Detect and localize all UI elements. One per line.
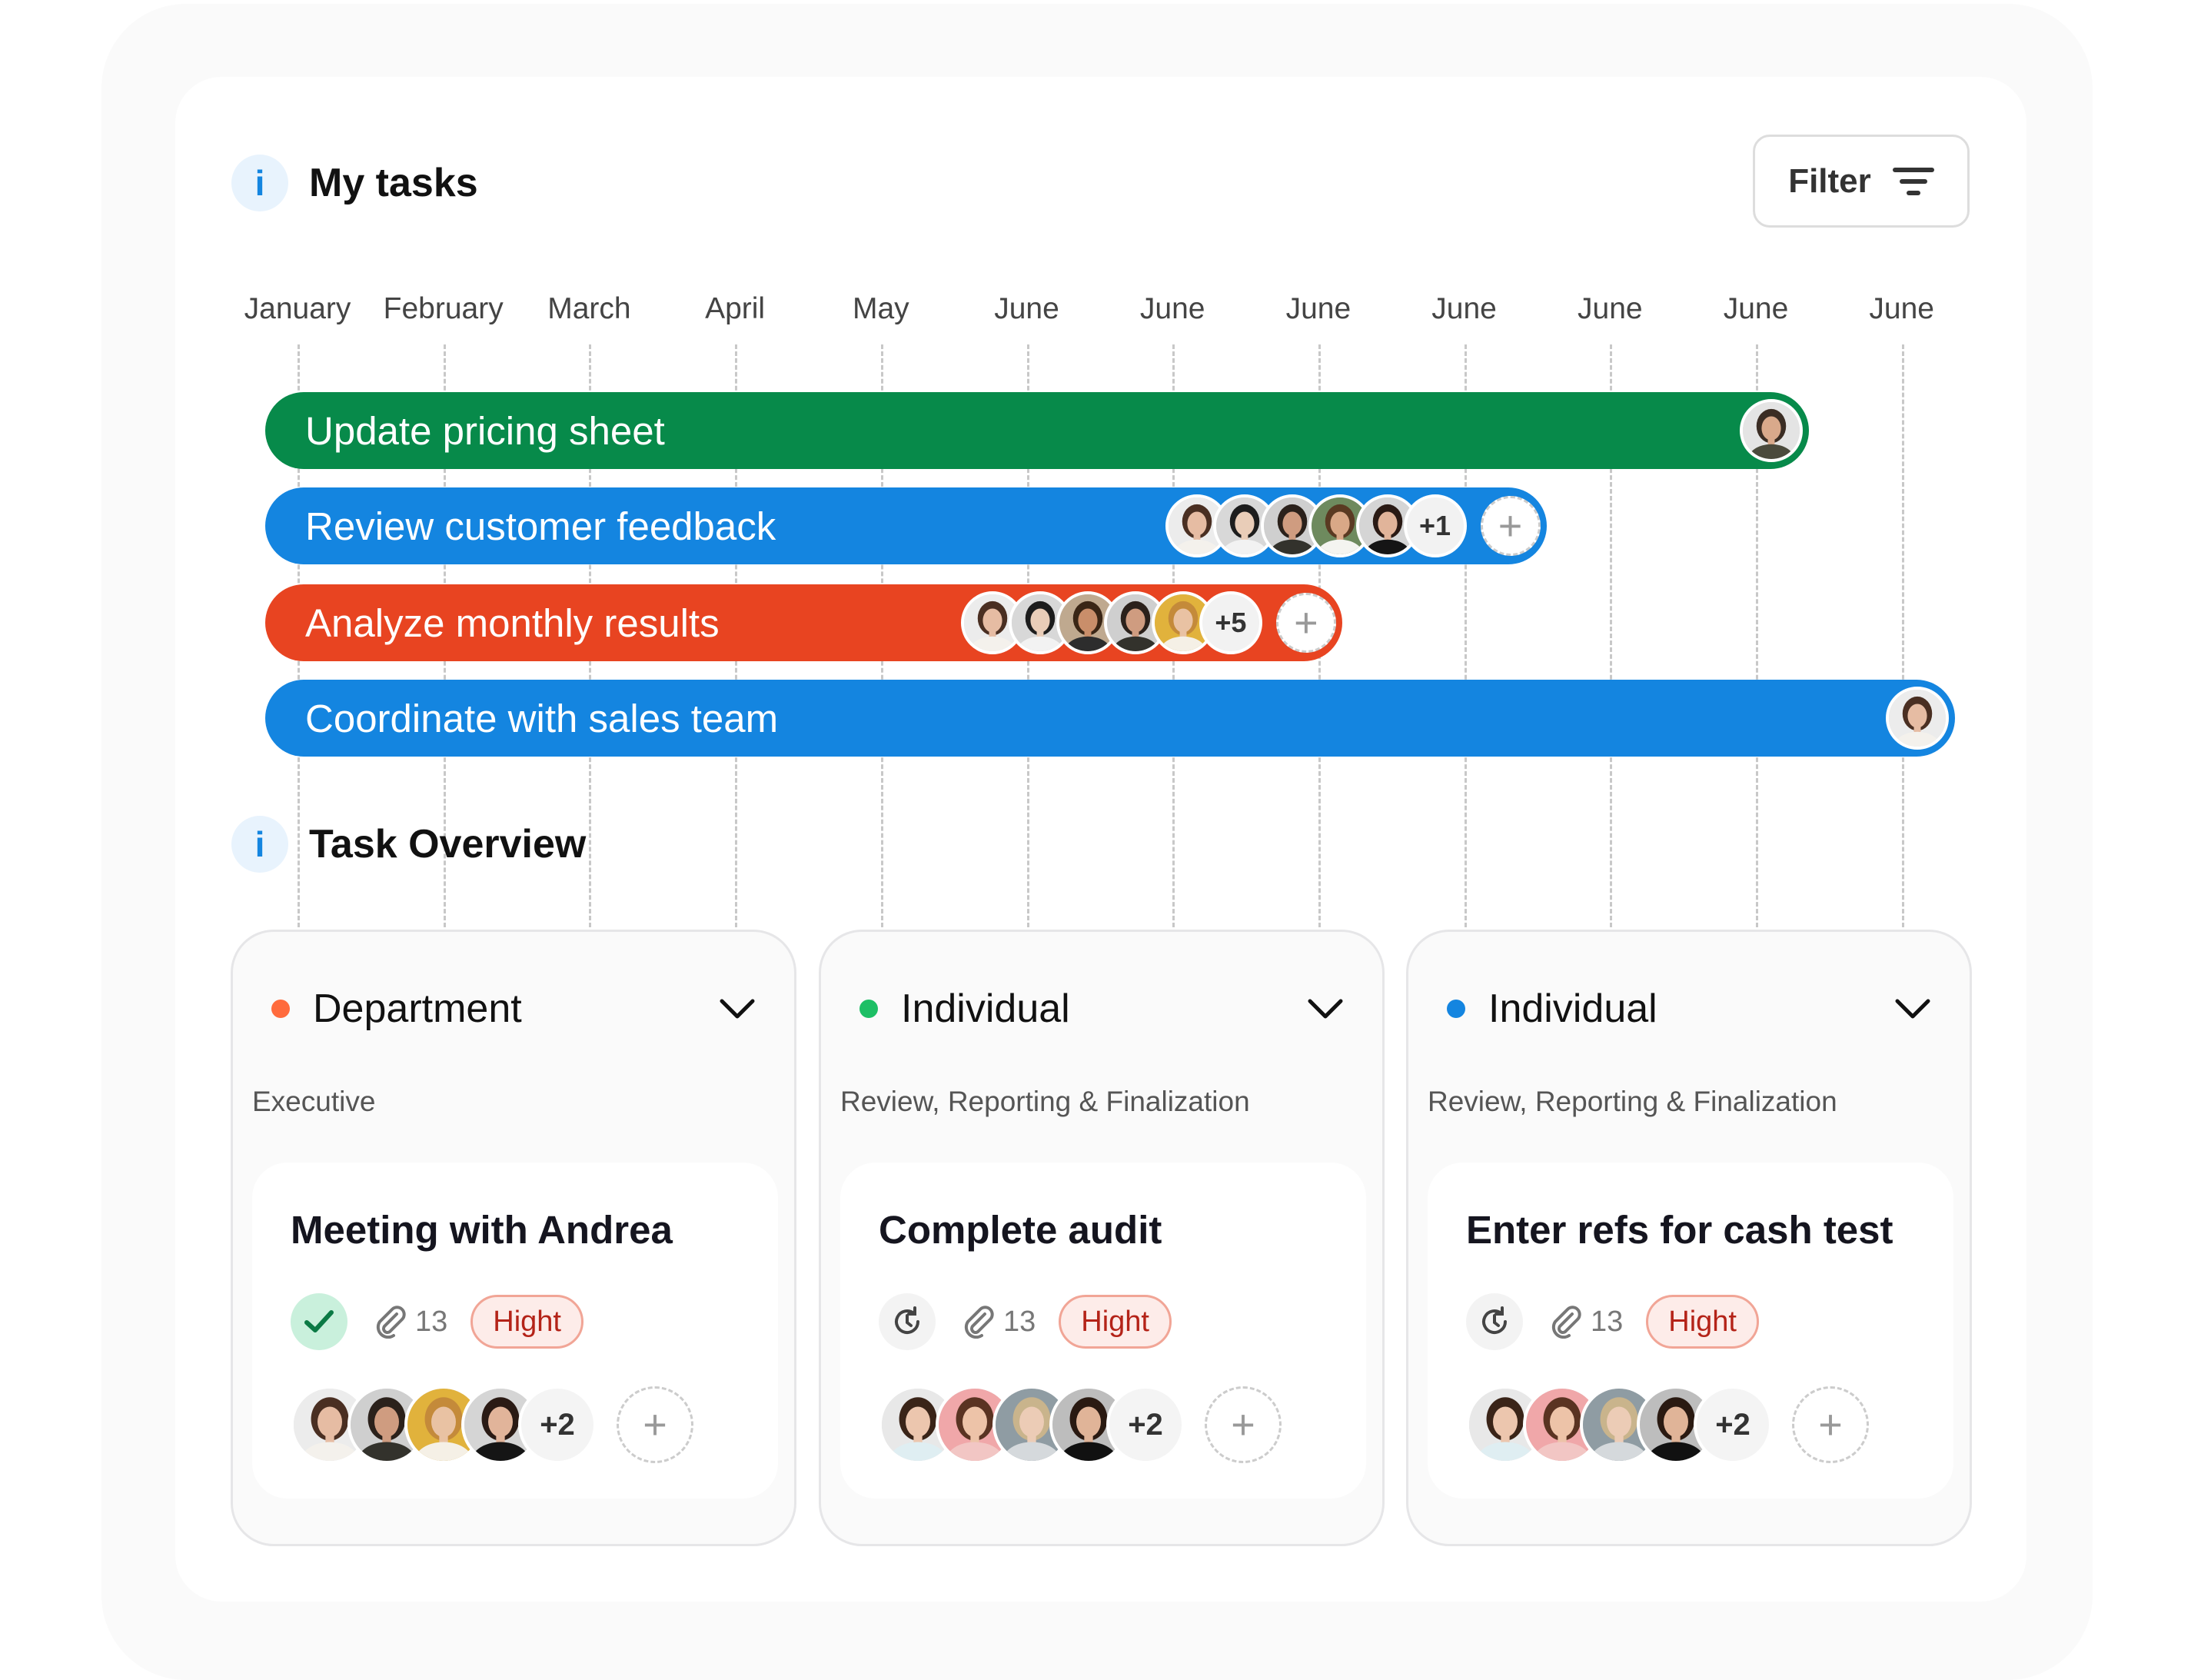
add-assignee-button[interactable]: + xyxy=(1275,593,1336,653)
month-label: June xyxy=(1431,292,1497,325)
paperclip-icon xyxy=(964,1306,994,1339)
task-card[interactable]: Meeting with Andrea 13 Hight +2 + xyxy=(252,1163,778,1499)
task-bar-label: Update pricing sheet xyxy=(305,408,665,453)
task-card[interactable]: Enter refs for cash test 13 Hight +2 + xyxy=(1428,1163,1953,1499)
month-gridline xyxy=(1464,344,1467,927)
category-dot xyxy=(859,1000,878,1018)
task-bar-label: Coordinate with sales team xyxy=(305,696,779,740)
filter-label: Filter xyxy=(1788,161,1871,200)
chevron-down-icon[interactable] xyxy=(719,997,756,1020)
task-bar-label: Review customer feedback xyxy=(305,504,776,548)
category-subtitle: Review, Reporting & Finalization xyxy=(840,1086,1250,1117)
month-label: April xyxy=(705,292,766,325)
month-label: March xyxy=(547,292,631,325)
task-title: Complete audit xyxy=(879,1208,1162,1252)
month-label: June xyxy=(1578,292,1643,325)
more-assignees-badge[interactable]: +2 xyxy=(518,1386,597,1464)
month-label: June xyxy=(1869,292,1934,325)
overview-card: Department Executive Meeting with Andrea… xyxy=(231,930,796,1546)
more-assignees-badge[interactable]: +1 xyxy=(1403,494,1467,557)
priority-badge: Hight xyxy=(1646,1295,1759,1349)
refresh-clock-icon[interactable] xyxy=(879,1293,936,1350)
add-assignee-button[interactable]: + xyxy=(617,1386,693,1463)
task-card[interactable]: Complete audit 13 Hight +2 + xyxy=(840,1163,1366,1499)
add-assignee-button[interactable]: + xyxy=(1792,1386,1869,1463)
avatar[interactable] xyxy=(879,1386,957,1464)
info-icon[interactable]: i xyxy=(231,155,288,211)
assignees xyxy=(1885,687,1955,750)
avatar[interactable] xyxy=(1885,687,1949,750)
paperclip-icon xyxy=(376,1306,406,1339)
filter-button[interactable]: Filter xyxy=(1753,135,1970,228)
priority-badge: Hight xyxy=(470,1295,583,1349)
chevron-down-icon[interactable] xyxy=(1307,997,1344,1020)
attachment-count: 13 xyxy=(1591,1305,1624,1338)
plus-icon: + xyxy=(1231,1402,1255,1448)
plus-icon: + xyxy=(1294,600,1318,646)
avatar[interactable] xyxy=(404,1386,483,1464)
task-title: Meeting with Andrea xyxy=(291,1208,673,1252)
plus-icon: + xyxy=(643,1402,667,1448)
overview-card: Individual Review, Reporting & Finalizat… xyxy=(1406,930,1972,1546)
avatar[interactable] xyxy=(291,1386,369,1464)
attachment-count: 13 xyxy=(1003,1305,1036,1338)
month-label: June xyxy=(1723,292,1789,325)
assignees: +1 + xyxy=(1165,494,1547,557)
category-dot xyxy=(1447,1000,1465,1018)
category-title: Department xyxy=(313,986,522,1031)
refresh-clock-icon[interactable] xyxy=(1466,1293,1523,1350)
more-assignees-badge[interactable]: +2 xyxy=(1694,1386,1772,1464)
avatar[interactable] xyxy=(1151,591,1215,654)
month-gridline xyxy=(1610,344,1613,927)
more-assignees-badge[interactable]: +2 xyxy=(1106,1386,1185,1464)
month-label: May xyxy=(852,292,909,325)
category-title: Individual xyxy=(1488,986,1657,1031)
avatar[interactable] xyxy=(1355,494,1419,557)
task-bar[interactable]: Coordinate with sales team xyxy=(265,680,1955,757)
avatar[interactable] xyxy=(1308,494,1371,557)
task-bar-label: Analyze monthly results xyxy=(305,600,720,645)
info-icon[interactable]: i xyxy=(231,816,288,873)
priority-badge: Hight xyxy=(1059,1295,1172,1349)
category-subtitle: Review, Reporting & Finalization xyxy=(1428,1086,1837,1117)
month-label: January xyxy=(244,292,351,325)
month-label: February xyxy=(383,292,504,325)
category-subtitle: Executive xyxy=(252,1086,376,1117)
assignees xyxy=(1739,399,1809,462)
task-title: Enter refs for cash test xyxy=(1466,1208,1893,1252)
plus-icon: + xyxy=(1498,503,1523,549)
attachment-count: 13 xyxy=(415,1305,448,1338)
month-label: June xyxy=(1285,292,1352,325)
add-assignee-button[interactable]: + xyxy=(1480,496,1541,556)
chevron-down-icon[interactable] xyxy=(1894,997,1931,1020)
add-assignee-button[interactable]: + xyxy=(1205,1386,1282,1463)
plus-icon: + xyxy=(1818,1402,1843,1448)
assignees: +5 + xyxy=(960,591,1342,654)
task-bar[interactable]: Analyze monthly results +5 + xyxy=(265,584,1342,661)
task-bar[interactable]: Review customer feedback +1 + xyxy=(265,487,1547,564)
avatar[interactable] xyxy=(1739,399,1803,462)
month-gridline xyxy=(1756,344,1758,927)
avatar[interactable] xyxy=(936,1386,1014,1464)
overview-card: Individual Review, Reporting & Finalizat… xyxy=(819,930,1385,1546)
month-label: June xyxy=(994,292,1059,325)
category-title: Individual xyxy=(901,986,1070,1031)
paperclip-icon xyxy=(1551,1306,1581,1339)
filter-lines-icon xyxy=(1892,167,1934,195)
month-gridline xyxy=(1901,344,1904,927)
task-bar[interactable]: Update pricing sheet xyxy=(265,392,1809,469)
avatar[interactable] xyxy=(347,1386,426,1464)
month-label: June xyxy=(1139,292,1205,325)
avatar[interactable] xyxy=(1056,591,1119,654)
check-icon[interactable] xyxy=(291,1293,347,1350)
more-assignees-badge[interactable]: +5 xyxy=(1199,591,1262,654)
avatar[interactable] xyxy=(1212,494,1276,557)
category-dot xyxy=(271,1000,290,1018)
page-title: My tasks xyxy=(309,161,478,205)
section-title: Task Overview xyxy=(309,822,587,867)
